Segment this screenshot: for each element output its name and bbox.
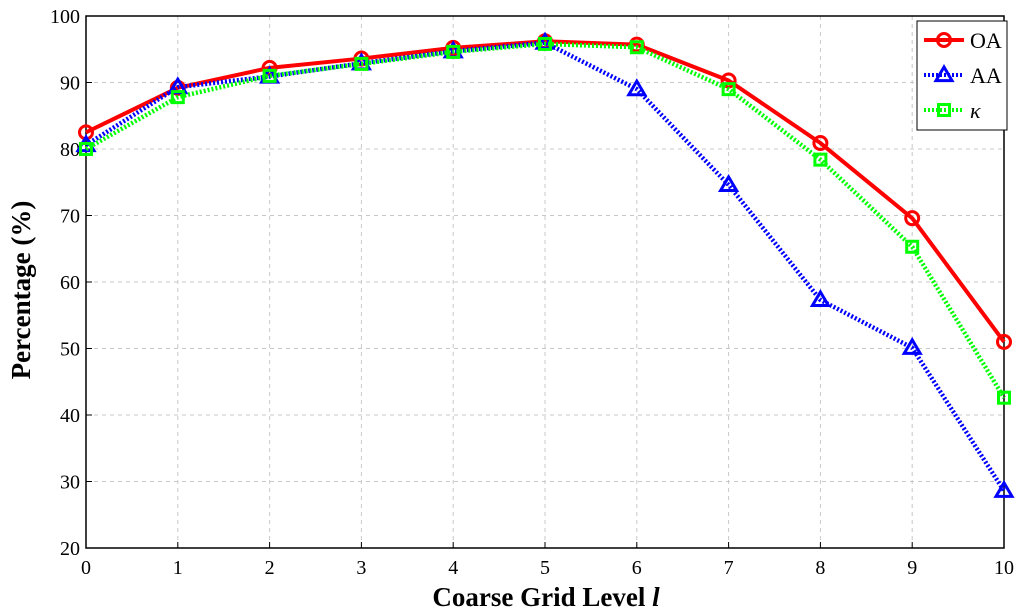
- data-point-kappa: [79, 142, 93, 156]
- y-tick-label: 40: [60, 405, 80, 427]
- y-tick-label: 50: [60, 339, 80, 361]
- y-tick-label: 30: [60, 472, 80, 494]
- data-point-kappa: [538, 36, 552, 51]
- series-kappa: [79, 36, 1011, 405]
- x-tick-label: 8: [815, 557, 825, 579]
- data-point-aa: [626, 78, 648, 97]
- legend-label: AA: [970, 63, 1002, 88]
- x-tick-label: 2: [265, 557, 275, 579]
- data-point-kappa: [170, 90, 185, 105]
- legend-marker: [937, 103, 951, 117]
- x-tick-label: 0: [81, 557, 91, 579]
- series-layer: [75, 31, 1015, 498]
- x-tick-label: 9: [907, 557, 917, 579]
- legend-label: OA: [970, 28, 1002, 53]
- data-point-oa: [904, 210, 921, 227]
- legend-label: κ: [970, 98, 981, 123]
- x-tick-label: 3: [356, 557, 366, 579]
- data-point-aa: [717, 173, 740, 193]
- y-tick-label: 90: [60, 73, 80, 95]
- data-point-kappa: [446, 44, 461, 59]
- y-tick-label: 100: [50, 6, 80, 28]
- x-axis-title-variable: l: [652, 582, 660, 612]
- data-point-oa: [812, 135, 829, 152]
- y-tick-label: 20: [60, 538, 80, 560]
- x-tick-label: 5: [540, 557, 550, 579]
- x-tick-label: 7: [724, 557, 734, 579]
- x-tick-label: 1: [173, 557, 183, 579]
- x-tick-label: 4: [448, 557, 458, 579]
- legend-entry-aa: AA: [924, 63, 1002, 88]
- legend: OA AA κ: [916, 20, 1008, 131]
- data-point-aa: [901, 336, 923, 355]
- x-tick-label: 6: [632, 557, 642, 579]
- data-point-kappa: [905, 239, 920, 254]
- legend-marker: [936, 32, 952, 48]
- data-point-kappa: [997, 390, 1011, 405]
- data-point-kappa: [262, 68, 277, 83]
- y-tick-label: 70: [60, 206, 80, 228]
- y-tick-labels: 20 30 40 50 60 70 80 90 100: [50, 6, 92, 560]
- data-point-oa: [996, 333, 1012, 350]
- series-line-oa: [85, 39, 1006, 344]
- data-point-kappa: [721, 82, 736, 97]
- data-point-kappa: [813, 152, 828, 167]
- legend-entry-oa: OA: [924, 28, 1002, 53]
- grid-lines: [85, 15, 1005, 549]
- data-point-aa: [809, 288, 832, 308]
- data-point-kappa: [354, 56, 369, 71]
- data-point-aa: [993, 479, 1015, 498]
- y-axis-title: Percentage (%): [6, 201, 36, 380]
- x-tick-labels: 0 1 2 3 4 5 6 7 8 9 10: [81, 542, 1014, 579]
- legend-entry-kappa: κ: [924, 98, 981, 123]
- y-tick-label: 80: [60, 139, 80, 161]
- legend-marker: [933, 64, 955, 83]
- x-tick-label: 10: [994, 557, 1014, 579]
- series-line-kappa: [84, 41, 1006, 399]
- x-axis-title: Coarse Grid Level l: [432, 582, 660, 612]
- data-point-kappa: [629, 40, 644, 55]
- y-tick-label: 60: [60, 272, 80, 294]
- x-axis-title-text: Coarse Grid Level: [432, 582, 645, 612]
